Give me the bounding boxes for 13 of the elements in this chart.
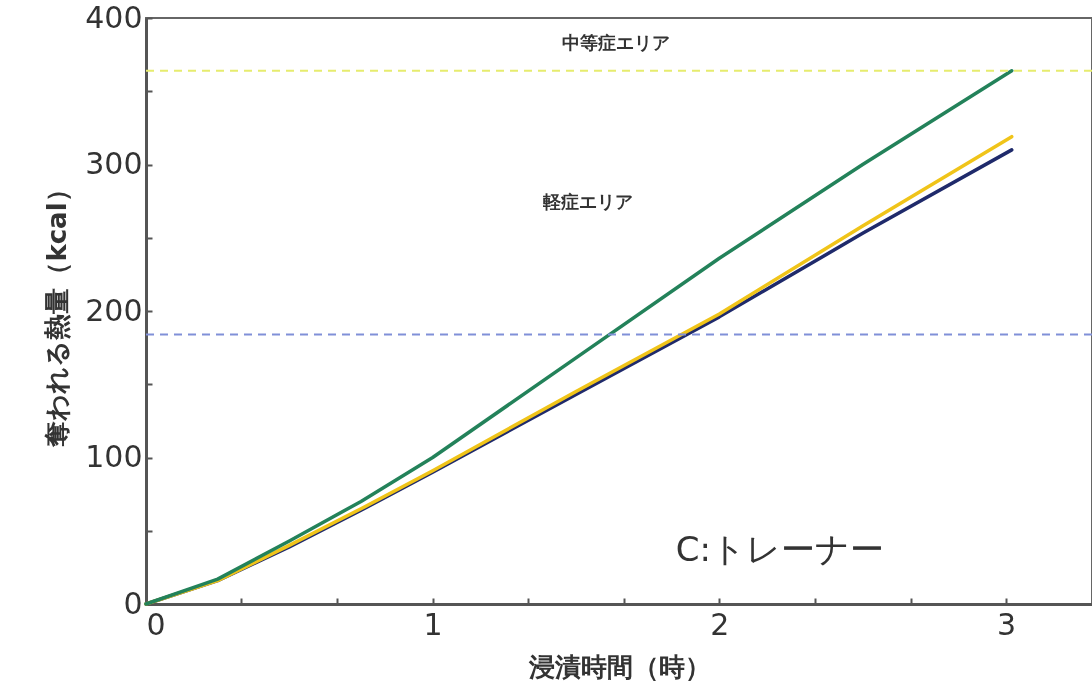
y-tick-label: 400	[85, 0, 143, 35]
x-tick-label: 3	[996, 606, 1017, 642]
y-tick-label: 100	[85, 439, 143, 474]
x-tick-label: 1	[423, 606, 443, 642]
y-tick-label: 300	[85, 146, 143, 181]
annotation: C:トレーナー	[675, 529, 884, 570]
x-axis-title: 浸漬時間（時）	[527, 651, 711, 682]
y-tick-label: 200	[85, 292, 143, 328]
annotation: 軽症エリア	[542, 190, 634, 212]
x-tick-label: 2	[710, 606, 730, 642]
annotation: 中等症エリア	[562, 32, 671, 54]
y-axis-title: 奪われる熱量（kcal）	[42, 176, 73, 448]
x-tick-label: 0	[146, 606, 166, 642]
